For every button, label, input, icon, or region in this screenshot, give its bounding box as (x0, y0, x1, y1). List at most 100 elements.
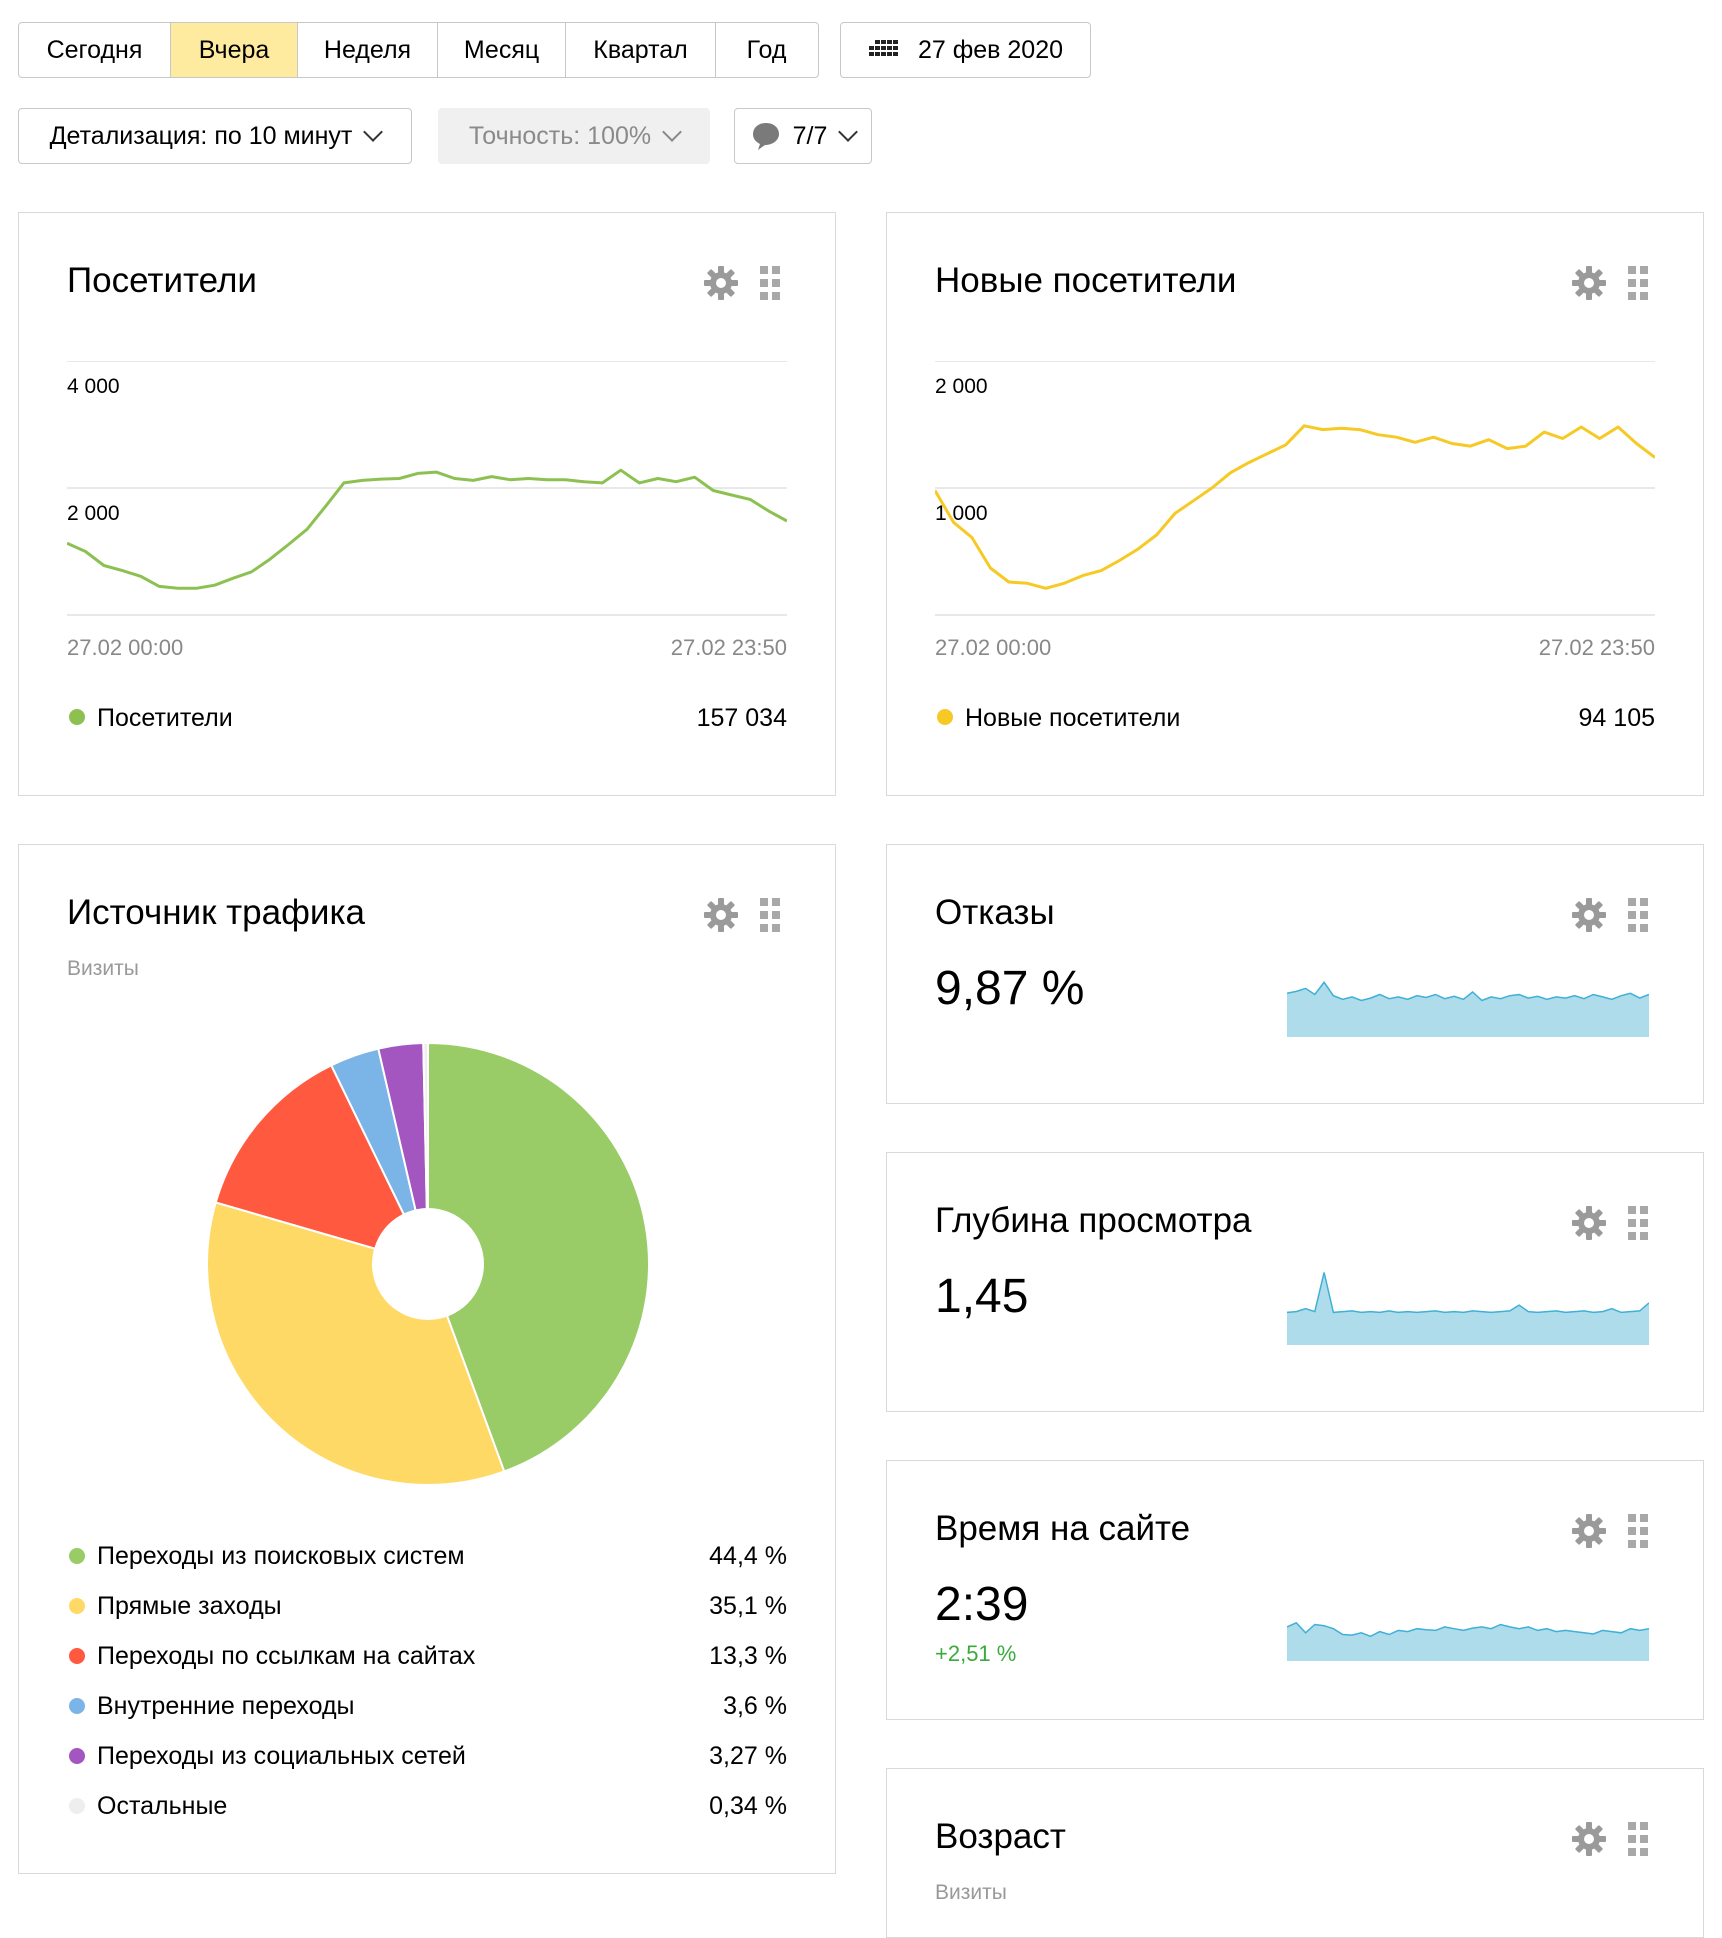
chevron-down-icon (838, 122, 859, 142)
gear-icon[interactable] (1571, 265, 1607, 301)
metric-value: 9,87 % (935, 962, 1085, 1015)
chevron-down-icon (662, 122, 683, 142)
new-visitors-card: Новые посетители 2 000 1 000 27.02 00:00… (886, 212, 1704, 796)
legend-label: Прямые заходы (97, 1592, 282, 1620)
detail-dropdown[interactable]: Детализация: по 10 минут (18, 108, 412, 164)
gear-icon[interactable] (1571, 897, 1607, 933)
card-subtitle: Визиты (935, 1881, 1007, 1904)
detail-label: Детализация: по 10 минут (49, 121, 353, 150)
drag-handle-icon[interactable] (759, 265, 781, 301)
accuracy-label: Точность: 100% (468, 121, 652, 150)
gear-icon[interactable] (703, 265, 739, 301)
drag-handle-icon[interactable] (1627, 265, 1649, 301)
legend-value: 13,3 % (709, 1642, 787, 1670)
accuracy-dropdown[interactable]: Точность: 100% (438, 108, 710, 164)
date-picker-button[interactable]: 27 фев 2020 (840, 22, 1091, 78)
legend-dot (69, 709, 85, 725)
new-visitors-series-line (935, 424, 1655, 590)
card-title: Посетители (67, 261, 257, 300)
card-title: Отказы (935, 893, 1055, 932)
x-tick-end: 27.02 23:50 (670, 635, 787, 660)
legend-label: Посетители (97, 704, 233, 732)
legend-value: 44,4 % (709, 1542, 787, 1570)
legend-value: 0,34 % (709, 1792, 787, 1820)
pie-slice[interactable] (427, 1041, 650, 1473)
legend-label: Переходы из поисковых систем (97, 1542, 465, 1570)
legend-label: Новые посетители (965, 704, 1181, 732)
drag-handle-icon[interactable] (1627, 1821, 1649, 1857)
card-title: Источник трафика (67, 893, 365, 932)
segments-label: 7/7 (792, 121, 828, 150)
visitors-series-line (67, 468, 787, 590)
tab-year[interactable]: Год (746, 35, 787, 64)
date-label: 27 фев 2020 (917, 35, 1064, 64)
sparkline-area (1287, 982, 1649, 1037)
x-tick-start: 27.02 00:00 (67, 635, 184, 660)
traffic-pie-chart (206, 1041, 650, 1486)
sparkline-line (1287, 981, 1649, 1002)
legend-label: Переходы из социальных сетей (97, 1742, 466, 1770)
legend-dot (69, 1698, 85, 1714)
bounce-sparkline (1287, 981, 1649, 1037)
tab-month[interactable]: Месяц (438, 23, 566, 77)
chevron-down-icon (363, 122, 384, 142)
sparkline-line (1287, 1621, 1649, 1638)
metric-value: 1,45 (935, 1270, 1029, 1323)
depth-sparkline (1287, 1272, 1649, 1345)
pie-slice[interactable] (214, 1063, 430, 1266)
card-title: Новые посетители (935, 261, 1237, 300)
bounce-rate-card: Отказы 9,87 % (886, 844, 1704, 1104)
gear-icon[interactable] (1571, 1205, 1607, 1241)
legend-value: 157 034 (696, 704, 787, 732)
legend-value: 35,1 % (709, 1592, 787, 1620)
age-card: Возраст Визиты (886, 1768, 1704, 1938)
card-subtitle: Визиты (67, 957, 139, 980)
tab-yesterday[interactable]: Вчера (171, 23, 298, 77)
traffic-source-card: Источник трафика Визиты Переходы из поис… (18, 844, 836, 1874)
y-tick: 2 000 (67, 502, 120, 525)
segments-dropdown[interactable]: 7/7 (734, 108, 872, 164)
tab-week[interactable]: Неделя (298, 23, 438, 77)
y-tick: 4 000 (67, 375, 120, 398)
sparkline-line (1287, 1272, 1649, 1314)
drag-handle-icon[interactable] (759, 897, 781, 933)
legend-dot (69, 1748, 85, 1764)
visitors-chart (67, 361, 787, 616)
drag-handle-icon[interactable] (1627, 897, 1649, 933)
legend-value: 3,6 % (723, 1692, 787, 1720)
card-title: Глубина просмотра (935, 1201, 1252, 1240)
visitors-card: Посетители 4 000 2 000 27.02 00:00 27.02… (18, 212, 836, 796)
y-tick: 2 000 (935, 375, 988, 398)
speech-bubble-icon (752, 123, 779, 150)
legend-label: Остальные (97, 1792, 228, 1820)
legend-label: Переходы по ссылкам на сайтах (97, 1642, 476, 1670)
new-visitors-chart (935, 361, 1655, 616)
time-sparkline (1287, 1621, 1649, 1661)
time-on-site-card: Время на сайте 2:39 +2,51 % (886, 1460, 1704, 1720)
card-title: Возраст (935, 1817, 1066, 1856)
drag-handle-icon[interactable] (1627, 1205, 1649, 1241)
card-title: Время на сайте (935, 1509, 1191, 1548)
legend-dot (69, 1548, 85, 1564)
sparkline-area (1287, 1272, 1649, 1345)
metric-value: 2:39 (935, 1578, 1029, 1631)
legend-value: 94 105 (1578, 704, 1655, 732)
y-tick: 1 000 (935, 502, 988, 525)
legend-label: Внутренние переходы (97, 1692, 355, 1720)
drag-handle-icon[interactable] (1627, 1513, 1649, 1549)
gear-icon[interactable] (703, 897, 739, 933)
pie-hole (372, 1208, 484, 1320)
tab-today[interactable]: Сегодня (19, 23, 171, 77)
legend-dot (69, 1598, 85, 1614)
page-depth-card: Глубина просмотра 1,45 (886, 1152, 1704, 1412)
period-tabs: Сегодня Вчера Неделя Месяц Квартал Год (18, 22, 819, 78)
legend-value: 3,27 % (709, 1742, 787, 1770)
metric-delta: +2,51 % (935, 1641, 1017, 1666)
calendar-grid-icon (868, 40, 898, 56)
legend-dot (69, 1648, 85, 1664)
gear-icon[interactable] (1571, 1513, 1607, 1549)
sparkline-area (1287, 1622, 1649, 1661)
tab-quarter[interactable]: Квартал (566, 23, 716, 77)
x-tick-start: 27.02 00:00 (935, 635, 1052, 660)
gear-icon[interactable] (1571, 1821, 1607, 1857)
